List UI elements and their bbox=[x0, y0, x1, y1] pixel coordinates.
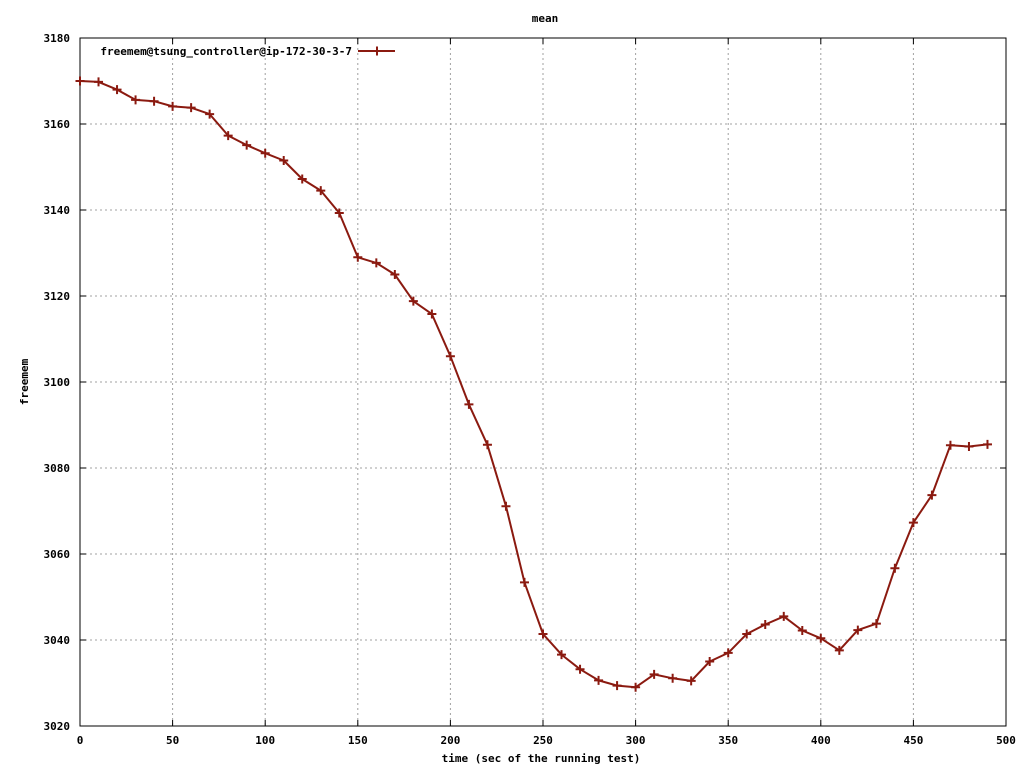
data-point bbox=[853, 625, 863, 635]
y-tick-label: 3120 bbox=[44, 290, 71, 303]
data-point bbox=[538, 629, 548, 639]
data-point bbox=[871, 619, 881, 629]
y-tick-label: 3180 bbox=[44, 32, 71, 45]
plot-frame bbox=[79, 37, 1007, 727]
data-point bbox=[557, 650, 567, 660]
x-tick-label: 150 bbox=[348, 734, 368, 747]
data-point bbox=[631, 682, 641, 692]
data-point bbox=[927, 490, 937, 500]
data-point bbox=[668, 673, 678, 683]
data-point bbox=[649, 669, 659, 679]
grid-lines bbox=[80, 38, 1006, 726]
series-line bbox=[79, 80, 988, 689]
data-point bbox=[482, 440, 492, 450]
legend-marker bbox=[372, 46, 382, 56]
data-point bbox=[945, 440, 955, 450]
data-point bbox=[334, 208, 344, 218]
data-point bbox=[705, 657, 715, 666]
data-point bbox=[260, 148, 270, 158]
data-point bbox=[890, 563, 900, 573]
data-point bbox=[186, 103, 196, 113]
data-point bbox=[131, 95, 141, 105]
data-point bbox=[279, 156, 289, 166]
data-point bbox=[760, 620, 770, 630]
data-point bbox=[445, 351, 455, 361]
y-tick-label: 3040 bbox=[44, 634, 71, 647]
data-point bbox=[612, 681, 622, 691]
y-tick-label: 3100 bbox=[44, 376, 71, 389]
chart-title: mean bbox=[532, 12, 559, 25]
x-tick-label: 0 bbox=[77, 734, 84, 747]
data-point bbox=[353, 252, 363, 262]
data-point bbox=[816, 633, 826, 643]
x-tick-label: 400 bbox=[811, 734, 831, 747]
data-point bbox=[742, 629, 752, 639]
data-point bbox=[575, 664, 585, 674]
data-point bbox=[223, 131, 233, 141]
data-point bbox=[408, 296, 418, 306]
data-point bbox=[723, 648, 733, 658]
data-point bbox=[834, 645, 844, 655]
data-point bbox=[316, 186, 326, 196]
data-point bbox=[297, 174, 307, 184]
data-point bbox=[112, 85, 122, 95]
y-tick-label: 3140 bbox=[44, 204, 71, 217]
data-point bbox=[149, 96, 159, 106]
data-point bbox=[75, 76, 85, 86]
data-point bbox=[519, 577, 529, 587]
y-tick-label: 3060 bbox=[44, 548, 71, 561]
y-tick-label: 3080 bbox=[44, 462, 71, 475]
data-point bbox=[686, 676, 696, 686]
legend: freemem@tsung_controller@ip-172-30-3-7 bbox=[100, 45, 395, 58]
data-point bbox=[205, 109, 215, 119]
series-layer bbox=[75, 76, 992, 692]
data-point bbox=[242, 140, 252, 150]
data-point bbox=[371, 258, 381, 268]
x-tick-label: 450 bbox=[903, 734, 923, 747]
data-point bbox=[797, 626, 807, 636]
data-point bbox=[964, 442, 974, 451]
data-point bbox=[908, 518, 918, 528]
data-point bbox=[501, 501, 511, 511]
x-tick-label: 300 bbox=[626, 734, 646, 747]
data-point bbox=[94, 77, 104, 87]
data-point bbox=[168, 101, 178, 111]
y-tick-label: 3020 bbox=[44, 720, 71, 733]
data-point bbox=[390, 270, 400, 279]
legend-label: freemem@tsung_controller@ip-172-30-3-7 bbox=[100, 45, 352, 58]
data-point bbox=[464, 399, 474, 409]
x-tick-label: 350 bbox=[718, 734, 738, 747]
axis-ticks: 0 50 100 150 200 250 300 350 400 450 500 3020 3040 30… bbox=[44, 32, 1016, 747]
x-tick-label: 500 bbox=[996, 734, 1016, 747]
x-tick-label: 100 bbox=[255, 734, 275, 747]
data-point bbox=[594, 675, 604, 685]
y-tick-label: 3160 bbox=[44, 118, 71, 131]
x-axis-label: time (sec of the running test) bbox=[442, 752, 641, 765]
data-point bbox=[427, 309, 437, 319]
data-point bbox=[779, 611, 789, 621]
x-tick-label: 50 bbox=[166, 734, 179, 747]
x-tick-label: 250 bbox=[533, 734, 553, 747]
y-axis-label: freemem bbox=[18, 358, 31, 405]
x-tick-label: 200 bbox=[440, 734, 460, 747]
data-point bbox=[982, 439, 992, 449]
